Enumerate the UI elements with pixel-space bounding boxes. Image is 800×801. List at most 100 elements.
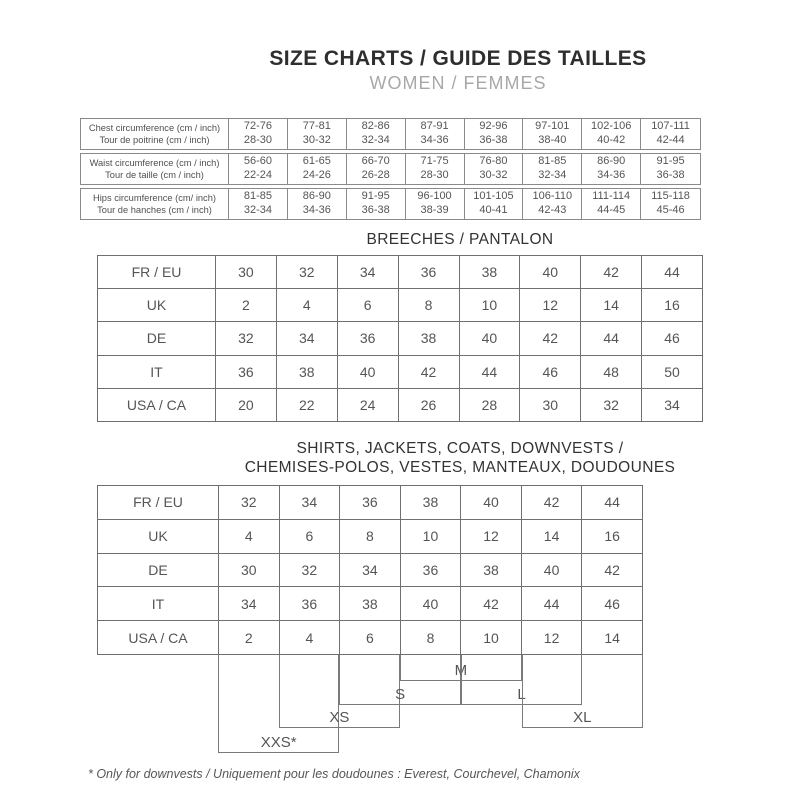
size-cell: 10	[458, 288, 521, 323]
cm-range: 82-86	[361, 120, 390, 133]
breeches-section-title: BREECHES / PANTALON	[366, 231, 554, 248]
size-cell: 32	[278, 552, 341, 588]
inch-range: 26-28	[361, 169, 390, 181]
row-label: IT	[97, 586, 219, 622]
size-cell: 6	[336, 288, 399, 323]
size-cell: 4	[218, 518, 280, 554]
size-cell: 40	[458, 321, 521, 356]
inch-range: 28-30	[243, 134, 272, 146]
cm-range: 96-100	[417, 190, 452, 203]
cm-range: 97-101	[535, 120, 570, 133]
row-label: FR / EU	[97, 485, 219, 520]
measurement-label-en: Chest circumference (cm / inch)	[88, 122, 221, 133]
size-cell: 6	[339, 620, 401, 655]
size-row: FR / EU 32 34 36 38 40 42 44	[97, 485, 643, 520]
size-cell: 50	[641, 354, 703, 389]
size-cell: 36	[336, 321, 399, 356]
measurement-label-en: Hips circumference (cm/ inch)	[93, 192, 216, 203]
size-cell: 42	[397, 354, 460, 389]
inch-range: 28-30	[420, 169, 449, 181]
cm-range: 87-91	[420, 120, 449, 133]
size-group-brackets: XXS* XS S M L XL	[218, 655, 643, 757]
size-cell: 44	[458, 354, 521, 389]
inch-range: 24-26	[302, 169, 331, 181]
size-row: IT 34 36 38 40 42 44 46	[97, 586, 643, 622]
row-label: USA / CA	[97, 620, 219, 655]
size-cell: 38	[458, 254, 521, 290]
size-cell: 38	[399, 485, 462, 520]
cm-range: 61-65	[302, 155, 331, 168]
cm-range: 86-90	[302, 190, 331, 203]
size-cell: 8	[397, 288, 460, 323]
cm-range: 91-95	[361, 190, 390, 203]
measurement-label-fr: Tour de poitrine (cm / inch)	[99, 135, 210, 145]
bracket-label: XL	[573, 709, 592, 726]
bracket-xs: XS	[278, 655, 401, 728]
measurement-cell: 76-80 30-32	[465, 154, 524, 184]
inch-range: 30-32	[479, 169, 508, 181]
measurement-cell: 81-85 32-34	[523, 154, 583, 184]
shirts-title-line1: SHIRTS, JACKETS, COATS, DOWNVESTS /	[296, 440, 624, 457]
size-cell: 36	[397, 254, 460, 290]
inch-range: 34-36	[420, 134, 449, 146]
size-cell: 46	[519, 354, 582, 389]
size-cell: 36	[278, 586, 341, 622]
cm-range: 77-81	[302, 120, 331, 133]
size-cell: 36	[339, 485, 401, 520]
measurement-row-label: Chest circumference (cm / inch) Tour de p…	[81, 119, 229, 149]
row-label: UK	[97, 518, 219, 554]
cm-range: 76-80	[479, 155, 508, 168]
shirts-title-line2: CHEMISES-POLOS, VESTES, MANTEAUX, DOUDOU…	[244, 459, 676, 476]
inch-range: 42-43	[538, 204, 567, 216]
inch-range: 38-39	[420, 204, 449, 216]
breeches-table: FR / EU 30 32 34 36 38 40 42 44 UK 2 4 6 8 10 12 14 16 DE 3…	[97, 254, 703, 423]
cm-range: 81-85	[538, 155, 567, 168]
size-cell: 44	[641, 254, 703, 290]
measurement-cell: 115-118 45-46	[641, 189, 700, 219]
size-cell: 22	[275, 387, 338, 423]
cm-range: 86-90	[597, 155, 626, 168]
size-cell: 12	[520, 620, 583, 655]
measurement-cell: 61-65 24-26	[288, 154, 347, 184]
size-cell: 34	[641, 387, 703, 423]
measurement-cell: 91-95 36-38	[347, 189, 406, 219]
cm-range: 106-110	[532, 190, 573, 203]
inch-range: 44-45	[597, 204, 626, 216]
row-label: UK	[97, 288, 216, 323]
size-cell: 40	[399, 586, 462, 622]
size-row: USA / CA 20 22 24 26 28 30 32 34	[97, 387, 703, 423]
cm-range: 91-95	[656, 155, 685, 168]
cm-range: 66-70	[361, 155, 390, 168]
size-cell: 36	[215, 354, 277, 389]
measurement-cell: 96-100 38-39	[406, 189, 465, 219]
size-cell: 40	[520, 552, 583, 588]
size-row: DE 32 34 36 38 40 42 44 46	[97, 321, 703, 356]
size-cell: 10	[399, 518, 462, 554]
inch-range: 45-46	[656, 204, 685, 216]
size-cell: 42	[460, 586, 522, 622]
measurement-row: Waist circumference (cm / inch) Tour de t…	[80, 153, 701, 185]
cm-range: 102-106	[591, 120, 632, 133]
measurement-cell: 87-91 34-36	[406, 119, 465, 149]
size-cell: 2	[218, 620, 280, 655]
cm-range: 72-76	[243, 120, 272, 133]
size-cell: 44	[580, 321, 643, 356]
size-cell: 38	[460, 552, 522, 588]
size-row: UK 2 4 6 8 10 12 14 16	[97, 288, 703, 323]
measurement-cell: 111-114 44-45	[582, 189, 642, 219]
page-subtitle: WOMEN / FEMMES	[369, 73, 547, 93]
measurements-table: Chest circumference (cm / inch) Tour de p…	[80, 118, 701, 223]
size-row: UK 4 6 8 10 12 14 16	[97, 518, 643, 554]
size-cell: 14	[581, 620, 643, 655]
size-cell: 38	[275, 354, 338, 389]
cm-range: 81-85	[243, 190, 272, 203]
size-cell: 32	[215, 321, 277, 356]
row-label: FR / EU	[97, 254, 216, 290]
size-cell: 24	[336, 387, 399, 423]
inch-range: 36-38	[479, 134, 508, 146]
size-row: USA / CA 2 4 6 8 10 12 14	[97, 620, 643, 655]
size-cell: 42	[581, 552, 643, 588]
measurement-cell: 91-95 36-38	[641, 154, 700, 184]
size-cell: 34	[275, 321, 338, 356]
